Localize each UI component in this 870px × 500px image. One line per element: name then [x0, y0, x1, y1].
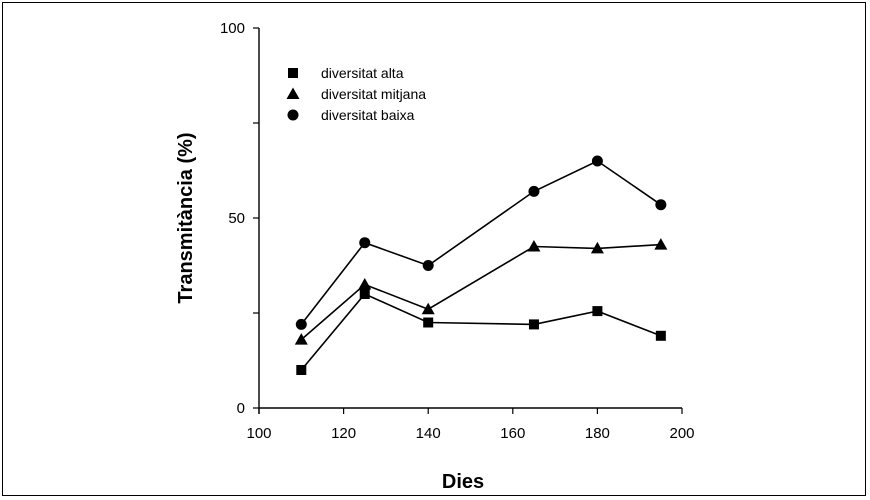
point-diversitat-alta: [528, 319, 539, 330]
y-tick-label: 50: [228, 210, 245, 227]
axis-ticks: 100 120 140 160 180 200 0 50 100: [220, 20, 695, 442]
axes: [258, 28, 682, 414]
series-lines: [300, 160, 662, 371]
legend-marker-diversitat-mitjana: [286, 87, 300, 99]
legend-label-diversitat-baixa: diversitat baixa: [321, 107, 415, 123]
point-diversitat-baixa: [528, 185, 540, 197]
y-tick-label: 0: [237, 400, 245, 417]
point-diversitat-mitjana: [654, 238, 668, 250]
point-diversitat-baixa: [359, 237, 371, 249]
y-axis-title: Transmitància (%): [175, 132, 197, 303]
point-diversitat-mitjana: [527, 240, 541, 252]
point-diversitat-mitjana: [294, 333, 308, 345]
legend-label-diversitat-alta: diversitat alta: [321, 65, 404, 81]
point-diversitat-mitjana: [358, 278, 372, 290]
series-line-diversitat-baixa: [300, 160, 662, 325]
point-diversitat-alta: [359, 289, 370, 299]
legend: diversitat alta diversitat mitjana diversi…: [286, 65, 426, 123]
legend-marker-diversitat-alta: [288, 68, 298, 78]
x-tick-label: 140: [416, 425, 441, 442]
point-diversitat-baixa: [295, 318, 307, 330]
x-tick-label: 120: [331, 425, 356, 442]
x-axis-title: Dies: [442, 471, 484, 493]
series-line-diversitat-mitjana: [300, 243, 661, 341]
point-diversitat-alta: [655, 330, 666, 341]
point-diversitat-baixa: [591, 155, 603, 167]
point-diversitat-alta: [423, 317, 434, 328]
legend-marker-diversitat-baixa: [287, 109, 299, 121]
point-diversitat-alta: [592, 306, 603, 317]
point-diversitat-mitjana: [590, 241, 604, 254]
x-tick-label: 160: [500, 425, 525, 442]
point-diversitat-baixa: [655, 199, 667, 211]
x-tick-label: 180: [585, 425, 610, 442]
legend-label-diversitat-mitjana: diversitat mitjana: [321, 86, 426, 102]
point-diversitat-mitjana: [421, 302, 435, 315]
series-line-diversitat-alta: [300, 293, 662, 371]
x-tick-label: 100: [246, 425, 271, 442]
point-diversitat-alta: [296, 365, 307, 375]
x-tick-label: 200: [669, 425, 694, 442]
series-markers: [294, 155, 668, 375]
point-diversitat-baixa: [422, 260, 434, 271]
y-tick-label: 100: [220, 20, 245, 37]
